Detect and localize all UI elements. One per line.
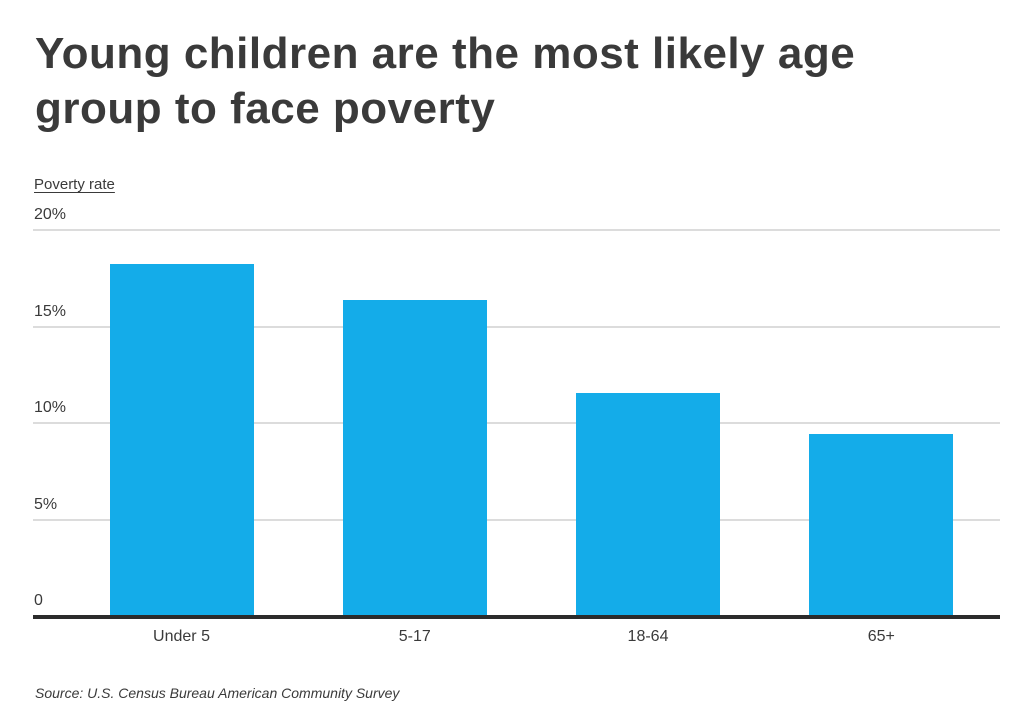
x-tick-label: 65+ [867,628,895,645]
x-tick-label: Under 5 [153,628,210,645]
y-axis-label: Poverty rate [34,176,115,193]
x-tick-label: 5-17 [398,628,431,645]
bar [809,433,954,615]
chart-title: Young children are the most likely age g… [35,29,856,133]
x-axis-line [33,615,1000,619]
bar [109,263,254,615]
y-tick-label: 0 [34,591,49,611]
y-tick-label: 10% [34,398,73,418]
y-tick-label: 20% [34,205,73,225]
bar [576,393,721,615]
bar-chart: 20% 15% 10% 5% 0 Under 5 5-17 18-64 65+ [33,200,1000,665]
source-attribution: Source: U.S. Census Bureau American Comm… [35,685,400,701]
x-tick-label: 18-64 [627,628,669,645]
gridline [33,422,1000,424]
bar [342,300,487,615]
gridline [33,518,1000,521]
gridline [33,325,1000,328]
y-tick-label: 15% [34,301,73,322]
y-tick-label: 5% [34,494,64,515]
gridline [33,229,1000,231]
